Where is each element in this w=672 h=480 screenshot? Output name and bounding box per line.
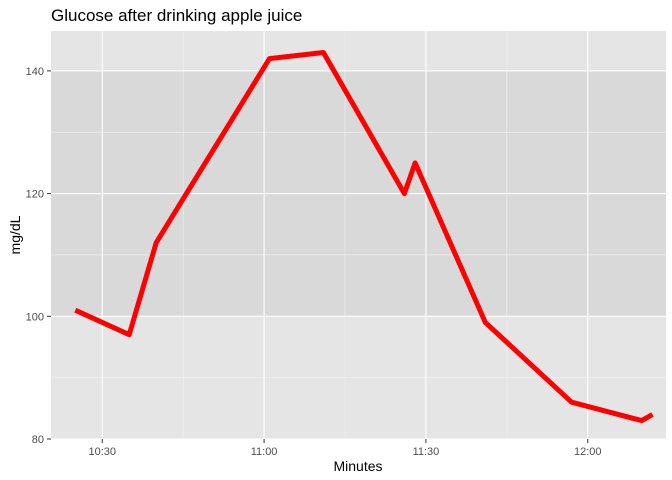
x-axis-title: Minutes — [333, 458, 382, 474]
y-tick-label: 100 — [26, 311, 44, 323]
x-tick-label: 11:30 — [413, 446, 440, 458]
chart-title: Glucose after drinking apple juice — [51, 6, 302, 25]
y-tick-label: 140 — [26, 66, 44, 78]
y-axis-ticks: 80 100 120 140 — [26, 66, 51, 446]
x-tick-label: 11:00 — [251, 446, 278, 458]
x-tick-label: 12:00 — [574, 446, 602, 458]
x-tick-label: 10:30 — [88, 446, 116, 458]
minor-gridlines — [51, 31, 666, 439]
y-tick-label: 80 — [32, 434, 44, 446]
y-tick-label: 120 — [26, 189, 44, 201]
x-axis-ticks: 10:30 11:00 11:30 12:00 — [88, 439, 602, 458]
glucose-series-line — [74, 50, 654, 424]
y-axis-title: mg/dL — [7, 215, 23, 254]
major-gridlines — [51, 31, 666, 440]
